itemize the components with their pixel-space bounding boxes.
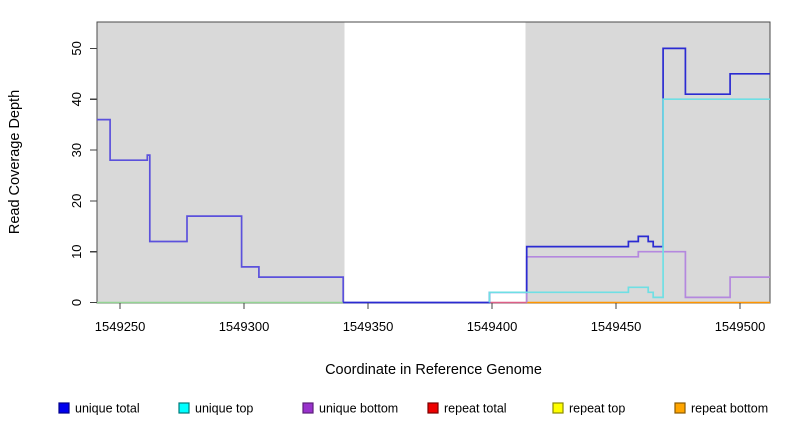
y-tick-label: 10	[69, 244, 84, 258]
legend-label-repeat-total: repeat total	[444, 402, 507, 416]
x-axis-label: Coordinate in Reference Genome	[325, 362, 542, 378]
legend-label-repeat-bottom: repeat bottom	[691, 402, 768, 416]
x-tick-label: 1549300	[219, 319, 270, 334]
x-axis-tick-labels: 1549250 1549300 1549350 1549400 1549450 15495…	[95, 319, 766, 334]
shaded-region	[525, 22, 770, 303]
x-tick-label: 1549250	[95, 319, 146, 334]
y-tick-label: 20	[69, 194, 84, 208]
shaded-region	[97, 22, 345, 303]
series-unique-top-line	[488, 98, 770, 303]
series-lines	[97, 47, 770, 304]
axis-ticks	[90, 47, 741, 309]
legend-label-unique-bottom: unique bottom	[319, 402, 398, 416]
series-unique-total-line	[343, 47, 770, 304]
legend-swatch-repeat-total	[427, 402, 439, 414]
legend-swatch-unique-total	[58, 402, 70, 414]
x-tick-label: 1549450	[591, 319, 642, 334]
legend-swatch-unique-top	[178, 402, 190, 414]
series-unique-bottom-line	[525, 250, 770, 303]
shaded-regions	[97, 22, 770, 303]
legend-swatch-unique-bottom	[302, 402, 314, 414]
legend-swatch-repeat-bottom	[674, 402, 686, 414]
legend-label-unique-total: unique total	[75, 402, 140, 416]
legend: unique total unique top unique bottom repea…	[58, 402, 768, 416]
series-unique-total-line-left	[97, 118, 345, 303]
x-tick-label: 1549400	[467, 319, 518, 334]
legend-swatch-repeat-top	[552, 402, 564, 414]
y-axis-label: Read Coverage Depth	[7, 90, 23, 234]
legend-label-unique-top: unique top	[195, 402, 253, 416]
y-tick-label: 50	[69, 41, 84, 55]
legend-label-repeat-top: repeat top	[569, 402, 625, 416]
y-axis-tick-labels: 0 10 20 30 40 50	[69, 41, 84, 306]
x-tick-label: 1549500	[715, 319, 766, 334]
x-tick-label: 1549350	[343, 319, 394, 334]
y-tick-label: 40	[69, 92, 84, 106]
y-tick-label: 30	[69, 143, 84, 157]
y-tick-label: 0	[69, 299, 84, 306]
